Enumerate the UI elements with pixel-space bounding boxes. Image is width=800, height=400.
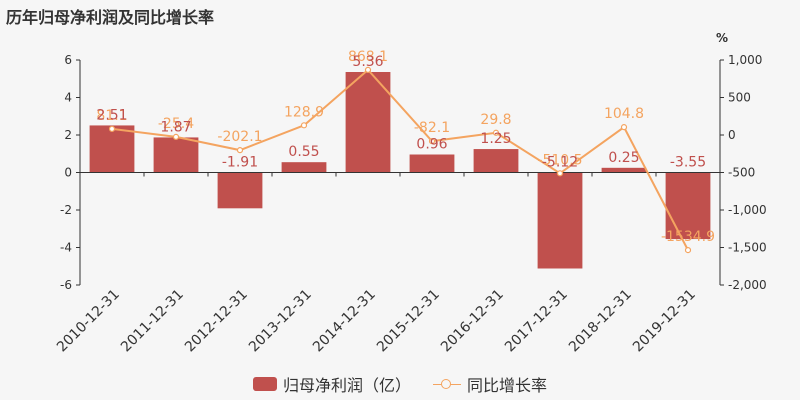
- growth-label: 104.8: [604, 106, 644, 122]
- bar: [153, 137, 199, 173]
- growth-point: [108, 125, 116, 133]
- y-left-tick-label: 6: [64, 53, 72, 67]
- legend-item-profit[interactable]: 归母净利润（亿）: [252, 372, 411, 396]
- growth-point: [492, 129, 500, 136]
- x-tick-label: 2019-12-31: [630, 287, 699, 356]
- bar-label: 2.51: [96, 107, 127, 123]
- y-left-tick-label: 2: [64, 128, 72, 142]
- growth-point: [428, 138, 436, 145]
- bar: [537, 172, 583, 269]
- y-right-tick-label: 1,000: [728, 53, 762, 67]
- bar: [345, 72, 391, 173]
- y-left-tick-label: 4: [64, 91, 72, 105]
- bar: [281, 162, 327, 173]
- bar-label: -5.12: [542, 155, 578, 171]
- growth-label: -1534.9: [661, 229, 715, 245]
- x-tick-label: 2011-12-31: [118, 287, 187, 356]
- growth-label: 128.9: [284, 104, 324, 120]
- growth-label: -82.1: [414, 120, 450, 136]
- growth-point: [236, 147, 244, 154]
- bar: [89, 125, 135, 173]
- bar: [601, 167, 647, 173]
- bar: [473, 149, 519, 173]
- x-tick-label: 2010-12-31: [54, 287, 123, 356]
- bar-label: 1.87: [160, 119, 191, 135]
- legend-bar-swatch: [252, 377, 277, 391]
- growth-label: -202.1: [217, 129, 262, 145]
- y-right-tick-label: 500: [728, 91, 751, 105]
- growth-label: 868.1: [348, 49, 388, 65]
- y-left-tick-label: 0: [64, 166, 72, 180]
- legend-label-profit: 归母净利润（亿）: [282, 376, 411, 395]
- bar: [665, 172, 711, 240]
- x-tick-label: 2017-12-31: [502, 287, 571, 356]
- x-tick-label: 2013-12-31: [246, 287, 315, 356]
- bar-label: 0.55: [288, 144, 319, 160]
- growth-label: -25.4: [158, 116, 194, 132]
- y-right-tick-label: -2,000: [728, 278, 767, 292]
- y-right-unit: %: [716, 31, 728, 45]
- growth-point: [300, 122, 308, 129]
- growth-point: [556, 170, 564, 177]
- bar: [217, 172, 263, 209]
- y-right-tick-label: -1,000: [728, 203, 767, 217]
- legend: 归母净利润（亿） 同比增长率: [0, 372, 800, 396]
- growth-line: [111, 68, 689, 251]
- y-left-tick-label: -6: [60, 278, 72, 292]
- growth-point: [364, 66, 372, 73]
- growth-label: 29.8: [480, 112, 511, 128]
- growth-point: [684, 247, 692, 254]
- bar-label: -1.91: [222, 155, 258, 171]
- chart-title: 历年归母净利润及同比增长率: [6, 8, 215, 27]
- legend-line-swatch: [433, 377, 461, 391]
- bar-label: -3.55: [670, 155, 706, 171]
- y-left-tick-label: -2: [60, 203, 72, 217]
- growth-point: [172, 133, 180, 141]
- bar-label: 0.96: [416, 137, 447, 153]
- bar: [409, 154, 455, 173]
- y-right-tick-label: 0: [728, 128, 736, 142]
- x-tick-label: 2018-12-31: [566, 287, 635, 356]
- legend-item-growth[interactable]: 同比增长率: [433, 372, 547, 396]
- bar-label: 5.36: [352, 54, 383, 70]
- bar-label: 1.25: [480, 131, 511, 147]
- y-right-tick-label: -1,500: [728, 241, 767, 255]
- growth-label: -510.5: [537, 152, 582, 168]
- legend-label-growth: 同比增长率: [467, 376, 548, 395]
- y-left-tick-label: -4: [60, 241, 72, 255]
- x-tick-label: 2014-12-31: [310, 287, 379, 356]
- x-tick-label: 2015-12-31: [374, 287, 443, 356]
- x-tick-label: 2016-12-31: [438, 287, 507, 356]
- bar-label: 0.25: [608, 150, 639, 166]
- x-tick-label: 2012-12-31: [182, 287, 251, 356]
- growth-label: 81.1: [96, 108, 127, 124]
- y-right-tick-label: -500: [728, 166, 755, 180]
- growth-point: [620, 124, 628, 131]
